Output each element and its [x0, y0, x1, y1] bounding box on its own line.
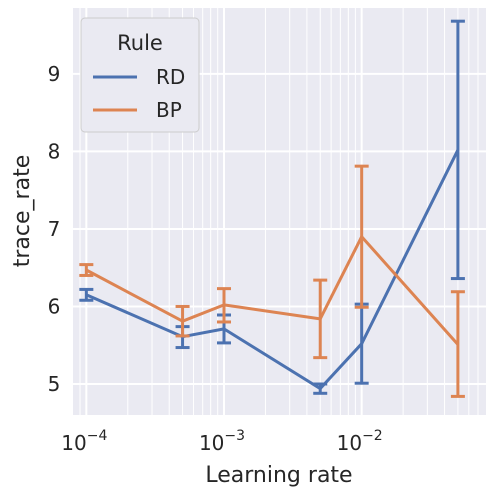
legend-label-bp: BP: [156, 98, 182, 122]
legend-box: [80, 17, 200, 133]
legend-title: Rule: [117, 31, 163, 55]
tick-labels: 10−4 10−3 10−2 5 6 7 8 9: [48, 62, 383, 455]
y-tick-label: 6: [48, 294, 61, 318]
error-bar: [79, 263, 94, 277]
y-tick-label: 8: [48, 139, 61, 163]
error-bar: [79, 287, 94, 302]
y-tick-label: 5: [48, 372, 61, 396]
x-tick-label: 10−4: [61, 428, 107, 455]
error-bar: [313, 382, 328, 395]
y-axis-label: trace_rate: [10, 155, 35, 267]
error-bar: [175, 304, 190, 338]
error-bar: [313, 278, 328, 360]
series-layer: [79, 19, 465, 398]
series-bp: [79, 164, 465, 398]
error-bar: [450, 290, 465, 398]
y-tick-label: 7: [48, 217, 61, 241]
series-line-rd: [85, 149, 460, 391]
legend-label-rd: RD: [156, 65, 185, 89]
error-bar: [354, 164, 369, 309]
x-tick-label: 10−2: [337, 428, 383, 455]
series-line-bp: [85, 235, 460, 346]
x-tick-label: 10−3: [199, 428, 245, 455]
error-bar: [217, 287, 232, 324]
error-bar: [450, 19, 465, 281]
legend: Rule RD BP: [80, 17, 200, 133]
x-axis-label: Learning rate: [205, 463, 352, 488]
y-tick-label: 9: [48, 62, 61, 86]
